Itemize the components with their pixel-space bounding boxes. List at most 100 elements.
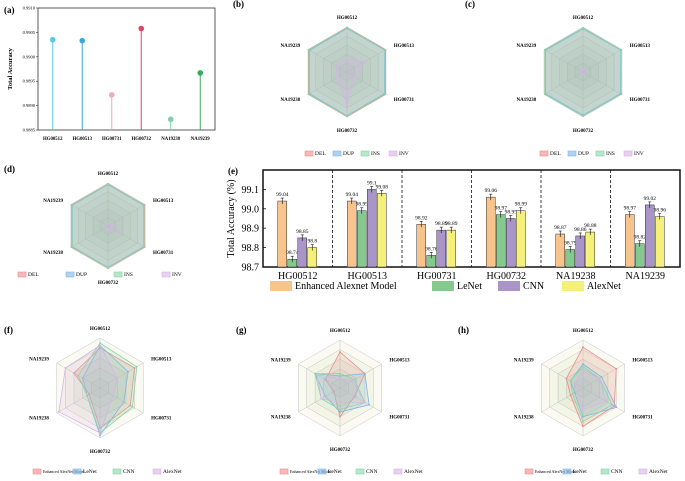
radar-axis-label: NA19238 xyxy=(271,416,291,421)
panel-e: (e) 98.7 98.8 98.9 99.0 99.1 Total Accuracy (%… xyxy=(226,166,681,292)
data-label: 98.92 xyxy=(415,215,428,221)
radar-point xyxy=(582,425,584,428)
data-label: 99.08 xyxy=(376,184,389,190)
legend-label: LeNet xyxy=(573,469,587,475)
lollipop-point xyxy=(138,25,145,32)
bar-cnn xyxy=(645,204,655,268)
radar-spoke xyxy=(99,387,144,414)
radar-point xyxy=(615,367,618,370)
bar-alexnet xyxy=(446,229,456,268)
legend-swatch xyxy=(152,468,162,475)
legend-swatch xyxy=(332,150,342,157)
radar-point xyxy=(339,401,341,404)
legend-swatch xyxy=(161,271,171,278)
radar-point xyxy=(307,93,310,95)
bar-alexnet xyxy=(655,216,665,268)
radar-axis-label: HG00512 xyxy=(98,172,119,177)
radar-point xyxy=(582,420,584,423)
radar-point xyxy=(339,415,341,418)
radar-point xyxy=(99,342,101,344)
lollipop-point xyxy=(79,37,86,44)
radar-point xyxy=(86,394,88,397)
data-label: 98.97 xyxy=(624,206,637,212)
radar-point xyxy=(77,374,80,377)
legend-label: DUP xyxy=(578,151,589,157)
radar-point xyxy=(107,183,109,186)
panel-h: HG00512 HG00513 HG00731 HG00732 NA19238 NA192… xyxy=(514,329,668,475)
legend-label: INV xyxy=(399,151,409,157)
legend-swatch xyxy=(595,150,605,157)
radar-point xyxy=(573,382,576,385)
y-axis-label: Total Accuracy (%) xyxy=(226,179,237,257)
radar-point xyxy=(351,379,354,382)
legend-label: INS xyxy=(124,272,133,278)
legend-label: CNN xyxy=(366,469,378,475)
radar-point xyxy=(99,427,101,429)
radar-point xyxy=(582,415,584,418)
radar-axis-label: NA19239 xyxy=(29,358,49,363)
radar-point xyxy=(122,400,125,403)
radar-axis-label: HG00513 xyxy=(630,44,651,49)
data-label: 98.95 xyxy=(505,210,518,216)
radar-point xyxy=(571,393,574,395)
radar-spoke xyxy=(541,363,584,389)
radar-point xyxy=(573,391,576,394)
radar-point xyxy=(324,395,327,398)
radar-point xyxy=(565,377,568,380)
bar-alexnet xyxy=(585,231,595,268)
radar-point xyxy=(99,434,101,437)
y-tick-label: 0.9910 xyxy=(23,6,36,11)
x-tick-label: HG00732 xyxy=(132,137,152,142)
radar-point xyxy=(339,377,341,380)
y-tick-label: 98.7 xyxy=(242,263,260,274)
radar-point xyxy=(118,231,121,234)
legend-swatch xyxy=(270,281,292,291)
radar-point xyxy=(143,204,146,207)
radar-point xyxy=(582,408,584,411)
lollipop-point xyxy=(167,116,174,123)
y-tick-label: 0.9905 xyxy=(23,30,36,35)
data-label: 98.82 xyxy=(634,235,647,241)
y-tick-label: 0.9895 xyxy=(23,79,36,84)
plot-frame xyxy=(37,7,216,131)
y-tick-label: 98.8 xyxy=(242,243,260,254)
radar-point xyxy=(81,377,84,379)
radar-axis-label: NA19238 xyxy=(281,98,301,103)
radar-point xyxy=(613,405,616,407)
bar-cnn xyxy=(367,189,377,268)
legend-swatch xyxy=(498,281,520,291)
radar-spoke xyxy=(543,71,584,95)
data-label: 98.76 xyxy=(425,246,438,252)
legend-label: INV xyxy=(634,151,644,157)
data-label: 98.74 xyxy=(286,250,299,256)
radar-spoke xyxy=(582,387,625,413)
y-tick-label: 0.9900 xyxy=(23,54,36,59)
radar-point xyxy=(364,401,366,404)
radar-point xyxy=(543,93,546,95)
radar-point xyxy=(363,60,366,63)
radar-axis-label: HG00513 xyxy=(151,358,172,363)
legend-label: AlexNet xyxy=(587,281,621,292)
radar-point xyxy=(135,365,138,368)
panel-label: (c) xyxy=(465,0,475,9)
legend-swatch xyxy=(360,150,370,157)
data-label: 99.1 xyxy=(367,180,377,186)
radar-spoke xyxy=(339,363,382,389)
radar-point xyxy=(70,245,73,248)
radar-point xyxy=(339,351,341,353)
radar-axis-label: HG00513 xyxy=(389,359,410,364)
radar-point xyxy=(575,390,578,393)
legend-swatch xyxy=(279,468,289,475)
radar-point xyxy=(585,68,588,71)
data-label: 98.89 xyxy=(445,221,458,227)
radar-spoke xyxy=(339,387,382,413)
radar-point xyxy=(73,372,75,374)
radar-axis-label: HG00731 xyxy=(151,417,172,422)
legend-swatch xyxy=(562,468,572,475)
radar-point xyxy=(615,406,618,409)
panel-label: (d) xyxy=(4,164,15,174)
legend-label: CNN xyxy=(523,281,544,292)
data-label: 99.04 xyxy=(276,192,289,198)
legend-label: AlexNet xyxy=(649,469,668,475)
x-tick-label: HG00731 xyxy=(417,271,456,282)
